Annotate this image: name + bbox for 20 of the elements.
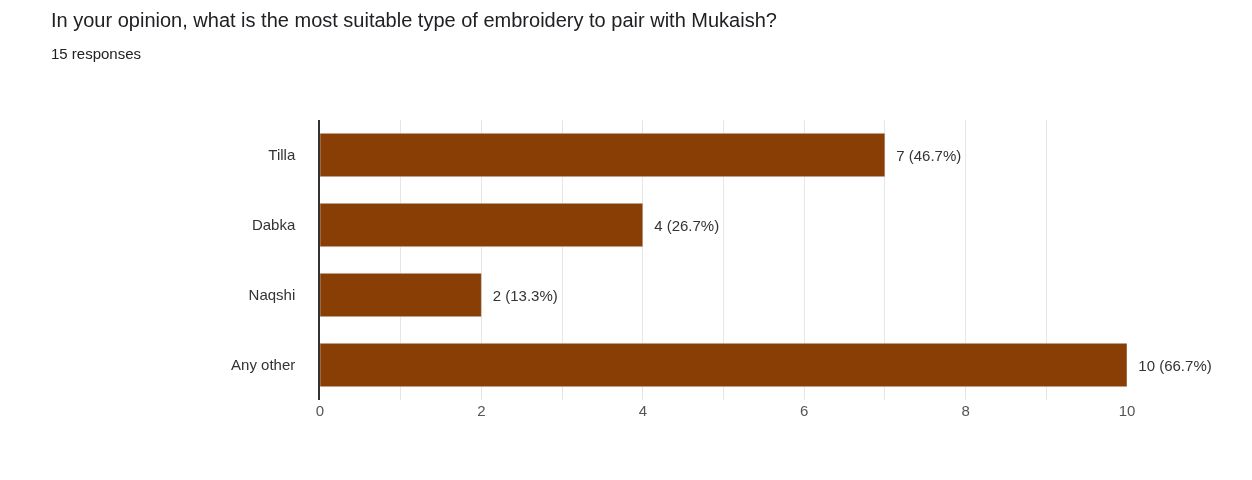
x-tick-label: 8 (961, 402, 970, 419)
bar (320, 273, 482, 317)
bar (320, 203, 644, 247)
data-label: 7 (46.7%) (887, 146, 962, 164)
x-tick-label: 2 (477, 402, 486, 419)
data-label: 10 (66.7%) (1130, 356, 1212, 374)
x-tick-label: 0 (315, 402, 325, 419)
x-tick-label: 4 (638, 402, 647, 419)
data-label: 2 (13.3%) (484, 286, 558, 304)
y-tick-label: Dabka (251, 216, 296, 234)
chart-title: In your opinion, what is the most suitable type of embroidery to pair with Mukaish? (51, 9, 777, 31)
data-label: 4 (26.7%) (645, 216, 720, 234)
text: 15 responses (51, 45, 142, 62)
y-tick-label: Naqshi (248, 286, 296, 304)
bar (320, 133, 886, 177)
y-tick-label: Tilla (268, 146, 296, 164)
x-tick-label: 10 (1118, 402, 1136, 419)
y-tick-label: Any other (231, 356, 296, 374)
bar (320, 343, 1127, 387)
x-tick-label: 6 (800, 402, 809, 419)
